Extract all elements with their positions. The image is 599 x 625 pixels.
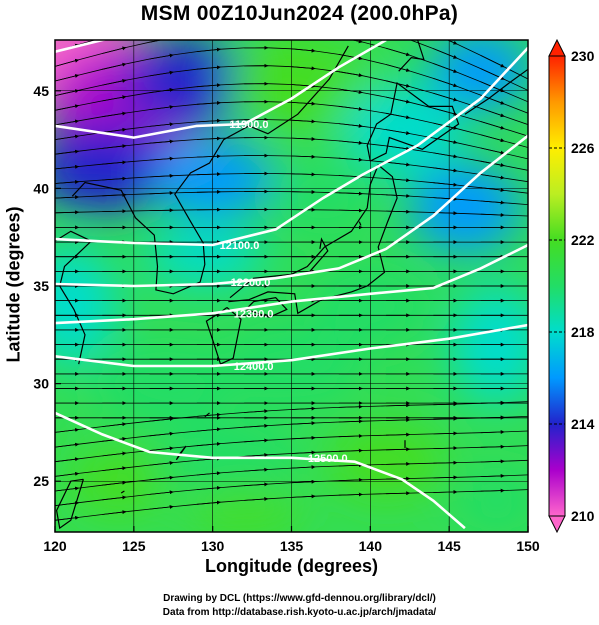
lat-lon-grid (55, 40, 528, 532)
colorbar-tick-label: 218 (571, 324, 595, 340)
contour-label: 12300.0 (234, 308, 274, 320)
colorbar-tick-label: 210 (571, 508, 595, 524)
colorbar-min-triangle (548, 515, 566, 534)
credit-drawing: Drawing by DCL (https://www.gfd-dennou.o… (163, 593, 436, 604)
colorbar-tick-label: 230 (571, 48, 595, 64)
x-tick-label: 130 (201, 538, 225, 554)
colorbar-bar (548, 55, 566, 517)
contour-label: 12200.0 (231, 277, 271, 289)
colorbar-tick-label: 222 (571, 232, 595, 248)
contour-label: 11900.0 (229, 119, 268, 131)
axis-ticks: 120 125 130 135 140 145 150 25 30 35 40 45 (33, 83, 539, 554)
x-tick-label: 150 (516, 538, 540, 554)
y-tick-label: 30 (33, 376, 49, 392)
y-tick-label: 25 (33, 473, 49, 489)
colorbar: 230 226 222 218 214 210 (548, 38, 595, 534)
map-title: MSM 00Z10Jun2024 (200.0hPa) (140, 2, 459, 25)
contour-labels: 11900.0 12100.0 12200.0 12300.0 12400.0 12500… (220, 119, 348, 465)
x-tick-label: 140 (359, 538, 383, 554)
colorbar-max-triangle (548, 38, 566, 57)
x-axis-label: Longitude (degrees) (204, 556, 378, 576)
credit-data: Data from http://database.rish.kyoto-u.a… (162, 607, 437, 618)
x-tick-label: 120 (43, 538, 67, 554)
y-tick-label: 40 (33, 180, 49, 196)
map-area: 11900.0 12100.0 12200.0 12300.0 12400.0 12500… (55, 40, 528, 532)
y-tick-label: 45 (33, 83, 49, 99)
x-tick-label: 145 (437, 538, 461, 554)
y-tick-label: 35 (33, 278, 49, 294)
height-contours (55, 40, 528, 530)
contour-label: 12500.0 (308, 453, 348, 465)
x-tick-label: 135 (280, 538, 304, 554)
colorbar-tick-label: 226 (571, 140, 595, 156)
contour-label: 12100.0 (220, 240, 260, 252)
colorbar-tick-label: 214 (571, 416, 595, 432)
x-tick-label: 125 (122, 538, 146, 554)
contour-label: 12400.0 (234, 361, 274, 373)
